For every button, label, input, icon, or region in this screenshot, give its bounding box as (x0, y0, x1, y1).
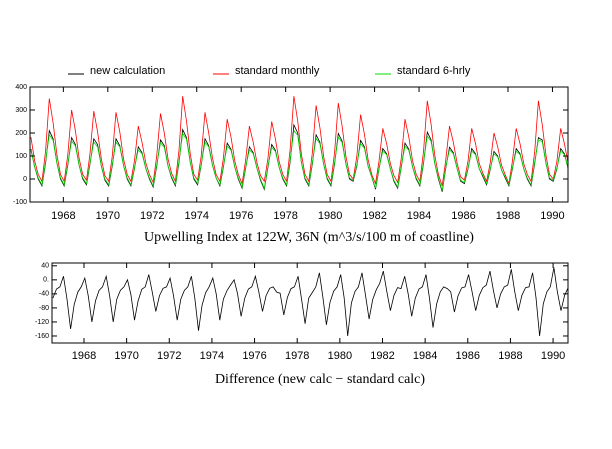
x-tick-label: 1978 (285, 350, 309, 362)
y-tick-label: -80 (39, 305, 49, 312)
x-tick-label: 1980 (328, 350, 352, 362)
plot-frame (29, 86, 569, 203)
legend-label: standard 6-hrly (397, 65, 471, 77)
y-tick-label: 400 (15, 84, 27, 91)
x-tick-label: 1976 (242, 350, 266, 362)
x-tick-label: 1970 (96, 210, 120, 222)
y-tick-label: 100 (15, 153, 27, 160)
series-line (30, 129, 569, 191)
x-tick-label: 1988 (496, 210, 520, 222)
x-tick-label: 1976 (229, 210, 253, 222)
x-tick-label: 1970 (114, 350, 138, 362)
plot-frame (51, 262, 569, 344)
x-tick-label: 1984 (413, 350, 437, 362)
series-line (52, 267, 569, 337)
legend-label: new calculation (90, 65, 165, 77)
y-tick-label: -100 (13, 199, 27, 206)
x-tick-label: 1982 (362, 210, 386, 222)
chart-title: Difference (new calc − standard calc) (215, 372, 425, 387)
x-tick-label: 1974 (184, 210, 208, 222)
y-tick-label: 0 (23, 176, 27, 183)
x-tick-label: 1980 (318, 210, 342, 222)
chart-title: Upwelling Index at 122W, 36N (m^3/s/100 … (144, 230, 474, 245)
legend-label: standard monthly (235, 65, 320, 77)
x-tick-label: 1982 (370, 350, 394, 362)
x-tick-label: 1978 (273, 210, 297, 222)
y-tick-label: 40 (41, 263, 49, 270)
x-tick-label: 1968 (51, 210, 75, 222)
x-tick-label: 1972 (157, 350, 181, 362)
series-line (30, 96, 569, 187)
y-tick-label: -120 (35, 319, 49, 326)
y-tick-label: -40 (39, 291, 49, 298)
x-tick-label: 1986 (456, 350, 480, 362)
x-tick-label: 1974 (200, 350, 224, 362)
x-tick-label: 1968 (72, 350, 96, 362)
x-tick-label: 1986 (451, 210, 475, 222)
x-tick-label: 1990 (541, 350, 565, 362)
x-tick-label: 1984 (407, 210, 431, 222)
y-tick-label: 200 (15, 130, 27, 137)
x-tick-label: 1988 (498, 350, 522, 362)
y-tick-label: -160 (35, 333, 49, 340)
y-tick-label: 0. (43, 277, 49, 284)
x-tick-label: 1990 (540, 210, 564, 222)
x-tick-label: 1972 (140, 210, 164, 222)
y-tick-label: 300 (15, 107, 27, 114)
